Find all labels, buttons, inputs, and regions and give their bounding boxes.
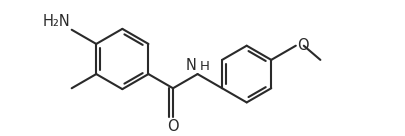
Text: H: H [199, 60, 209, 73]
Text: O: O [167, 119, 178, 134]
Text: N: N [185, 58, 196, 73]
Text: O: O [296, 38, 307, 53]
Text: H₂N: H₂N [42, 14, 70, 29]
